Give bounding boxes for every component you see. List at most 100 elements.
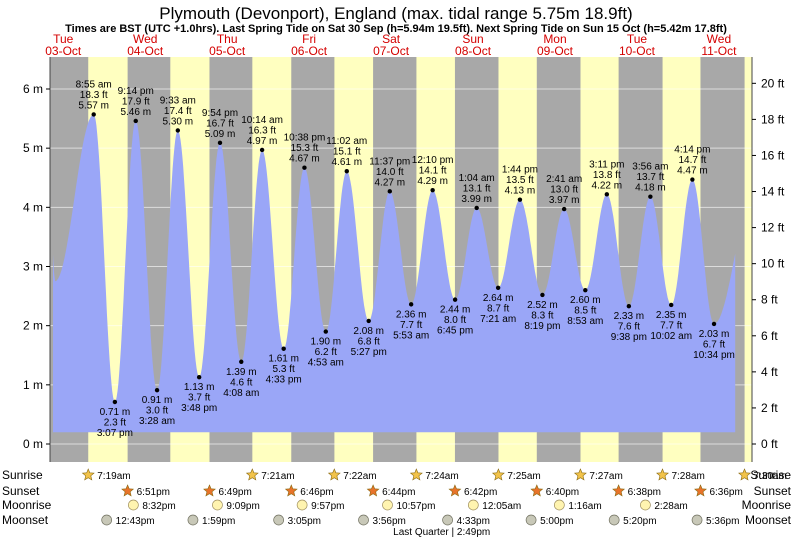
moon-icon	[640, 499, 651, 511]
day-date: 03-Oct	[45, 44, 82, 58]
sunrise-time: 7:19am	[97, 471, 130, 482]
moon-icon	[273, 514, 285, 526]
day-of-week: Sat	[382, 32, 401, 46]
low-tide-point: 0.91 m3.0 ft3:28 am	[139, 387, 175, 427]
low-tide-point: 2.44 m8.0 ft6:45 pm	[437, 297, 473, 337]
sunrise-item: 7:24am	[409, 468, 459, 482]
tide-dot	[302, 165, 307, 170]
tide-label: 5.09 m	[205, 129, 236, 140]
tide-dot	[196, 374, 202, 380]
moonset-time: 5:00pm	[540, 516, 573, 527]
star-icon	[738, 468, 751, 481]
moon-icon	[212, 499, 223, 511]
right-tick-label: 6 ft	[761, 329, 778, 343]
sunrise-time: 7:22am	[343, 471, 376, 482]
right-tick-label: 16 ft	[761, 148, 785, 162]
tide-label: 4.6 ft	[230, 377, 252, 388]
low-tide-point: 2.52 m8.3 ft8:19 pm	[524, 292, 560, 332]
moonrise-time: 2:28am	[654, 501, 687, 512]
tide-curve	[53, 114, 736, 433]
tide-label: 3:48 pm	[181, 403, 217, 414]
star-icon	[366, 484, 380, 497]
tide-label: 8:53 am	[567, 316, 603, 327]
tide-label: 4.18 m	[635, 183, 666, 194]
tide-label: 3:28 am	[139, 416, 175, 427]
tide-label: 4:14 pm	[674, 145, 710, 156]
left-tick-label: 4 m	[23, 200, 43, 214]
star-icon	[203, 484, 216, 497]
astro-row-label-right: Moonrise	[742, 498, 792, 512]
moonset-item: 12:43pm	[101, 514, 155, 527]
chart-title: Plymouth (Devonport), England (max. tida…	[159, 4, 632, 23]
moonset-item: 5:20pm	[608, 514, 657, 527]
moon-icon	[382, 499, 393, 511]
low-tide-point: 1.39 m4.6 ft4:08 am	[223, 359, 259, 399]
tide-label: 5:27 pm	[351, 347, 387, 358]
tide-label: 13.0 ft	[550, 185, 578, 196]
moonset-item: 3:56pm	[358, 514, 406, 527]
sunset-time: 6:44pm	[382, 487, 415, 498]
moonrise-time: 8:32pm	[142, 501, 175, 512]
tide-dot	[175, 128, 181, 133]
moon-icon	[296, 499, 308, 511]
moonset-item: 3:05pm	[273, 514, 321, 527]
tide-label: 4.29 m	[417, 176, 448, 187]
astro-row-label-right: Sunset	[754, 484, 792, 498]
tide-label: 14.1 ft	[419, 166, 447, 177]
tide-label: 5.30 m	[163, 116, 194, 127]
tide-label: 15.3 ft	[291, 143, 319, 154]
tide-label: 4.47 m	[677, 166, 708, 177]
tide-label: 8.0 ft	[444, 315, 466, 326]
moonset-time: 1:59pm	[202, 516, 235, 527]
sunrise-item: 7:21am	[245, 468, 295, 482]
sunset-item: 6:36pm	[694, 484, 743, 498]
tide-label: 13.5 ft	[506, 175, 534, 186]
sunrise-time: 7:24am	[425, 471, 458, 482]
day-of-week: Wed	[133, 32, 157, 46]
tide-label: 1.61 m	[268, 354, 299, 365]
moonset-time: 3:05pm	[288, 516, 321, 527]
tide-dot	[474, 205, 479, 211]
moon-icon	[128, 499, 139, 511]
left-tick-label: 6 m	[23, 82, 43, 96]
tide-label: 6.7 ft	[703, 339, 725, 350]
tide-label: 5.3 ft	[273, 364, 295, 375]
tide-label: 1.13 m	[184, 382, 215, 393]
moon-icon	[691, 514, 703, 526]
tide-label: 4:08 am	[223, 388, 259, 399]
right-tick-label: 18 ft	[761, 112, 785, 126]
day-date: 06-Oct	[291, 44, 328, 58]
sunrise-time: 7:27am	[589, 471, 622, 482]
tide-dot	[91, 112, 96, 117]
low-tide-point: 2.64 m8.7 ft7:21 am	[480, 285, 516, 325]
tide-label: 10:14 am	[241, 115, 283, 126]
day-of-week: Sun	[462, 32, 483, 46]
tide-label: 13.7 ft	[636, 172, 664, 183]
day-of-week: Tue	[53, 32, 74, 46]
tide-label: 16.3 ft	[248, 125, 276, 136]
moonrise-time: 9:57pm	[311, 501, 344, 512]
day-of-week: Fri	[302, 32, 316, 46]
sunrise-item: 7:28am	[656, 468, 705, 482]
tide-label: 4:33 pm	[266, 375, 302, 386]
tide-label: 8.3 ft	[531, 310, 553, 321]
tide-label: 14.0 ft	[376, 167, 404, 178]
left-tick-label: 1 m	[23, 378, 43, 392]
star-icon	[694, 484, 707, 497]
sunrise-time: 7:30am	[754, 471, 787, 482]
astro-row-label-right: Sunrise	[750, 468, 791, 482]
tide-label: 14.7 ft	[678, 155, 706, 166]
star-icon	[327, 468, 341, 481]
tide-dot	[690, 177, 695, 182]
moonrise-time: 1:16am	[568, 501, 601, 512]
